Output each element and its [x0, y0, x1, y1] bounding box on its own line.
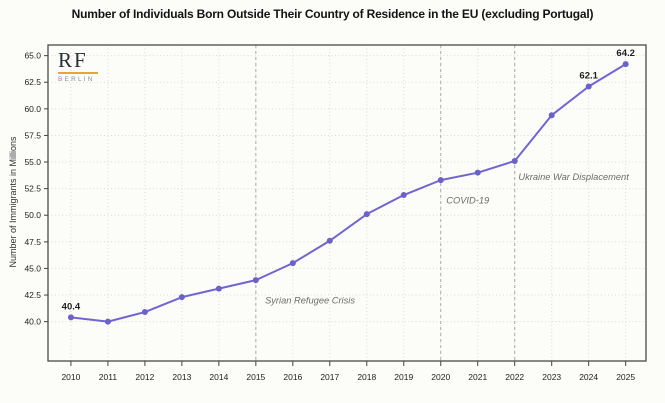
xtick-label: 2012: [135, 372, 154, 382]
xtick-label: 2017: [320, 372, 339, 382]
ytick-label: 47.5: [24, 237, 41, 247]
xtick-label: 2015: [246, 372, 265, 382]
data-point-marker: [252, 277, 259, 284]
ytick-label: 62.5: [24, 77, 41, 87]
data-point-marker: [67, 314, 74, 321]
data-point-marker: [400, 192, 407, 199]
data-series-line: [70, 63, 627, 323]
point-value-label: 62.1: [579, 70, 598, 81]
logo-city-label: BERLIN: [58, 76, 95, 83]
data-point-marker: [289, 260, 296, 267]
xtick-label: 2025: [616, 372, 635, 382]
data-point-marker: [326, 237, 333, 244]
data-point-marker: [104, 318, 111, 325]
event-annotation: Ukraine War Displacement: [518, 172, 629, 182]
xtick-label: 2021: [468, 372, 487, 382]
xtick-label: 2010: [61, 372, 80, 382]
xtick-label: 2022: [505, 372, 524, 382]
data-point-marker: [141, 309, 148, 316]
plot-border: [47, 44, 647, 362]
event-annotation: COVID-19: [446, 195, 489, 205]
xtick-label: 2024: [579, 372, 598, 382]
point-value-label: 40.4: [62, 301, 81, 312]
ytick-label: 57.5: [24, 130, 41, 140]
ytick-label: 45.0: [24, 263, 41, 273]
xtick-label: 2016: [283, 372, 302, 382]
ytick-label: 40.0: [24, 317, 41, 327]
xtick-label: 2019: [394, 372, 413, 382]
xtick-label: 2014: [209, 372, 228, 382]
data-point-marker: [363, 211, 370, 218]
xtick-label: 2018: [357, 372, 376, 382]
ytick-label: 55.0: [24, 157, 41, 167]
ytick-label: 52.5: [24, 184, 41, 194]
xtick-label: 2011: [99, 372, 118, 382]
xtick-label: 2013: [172, 372, 191, 382]
xtick-label: 2023: [542, 372, 561, 382]
xtick-label: 2020: [431, 372, 450, 382]
data-point-marker: [548, 112, 555, 119]
data-point-marker: [474, 169, 481, 176]
ytick-label: 60.0: [24, 104, 41, 114]
data-point-marker: [622, 61, 629, 68]
data-point-marker: [511, 157, 518, 164]
chart-title: Number of Individuals Born Outside Their…: [71, 7, 594, 21]
ytick-label: 65.0: [24, 51, 41, 61]
data-point-marker: [215, 285, 222, 292]
rf-berlin-logo: RF BERLIN: [58, 49, 104, 83]
data-point-marker: [585, 83, 592, 90]
event-annotation: Syrian Refugee Crisis: [265, 295, 355, 305]
logo-underline: [58, 72, 98, 74]
data-point-marker: [437, 177, 444, 184]
ytick-label: 50.0: [24, 210, 41, 220]
ytick-label: 42.5: [24, 290, 41, 300]
point-value-label: 64.2: [616, 48, 635, 59]
data-point-marker: [178, 294, 185, 301]
logo-text: RF: [58, 48, 88, 72]
